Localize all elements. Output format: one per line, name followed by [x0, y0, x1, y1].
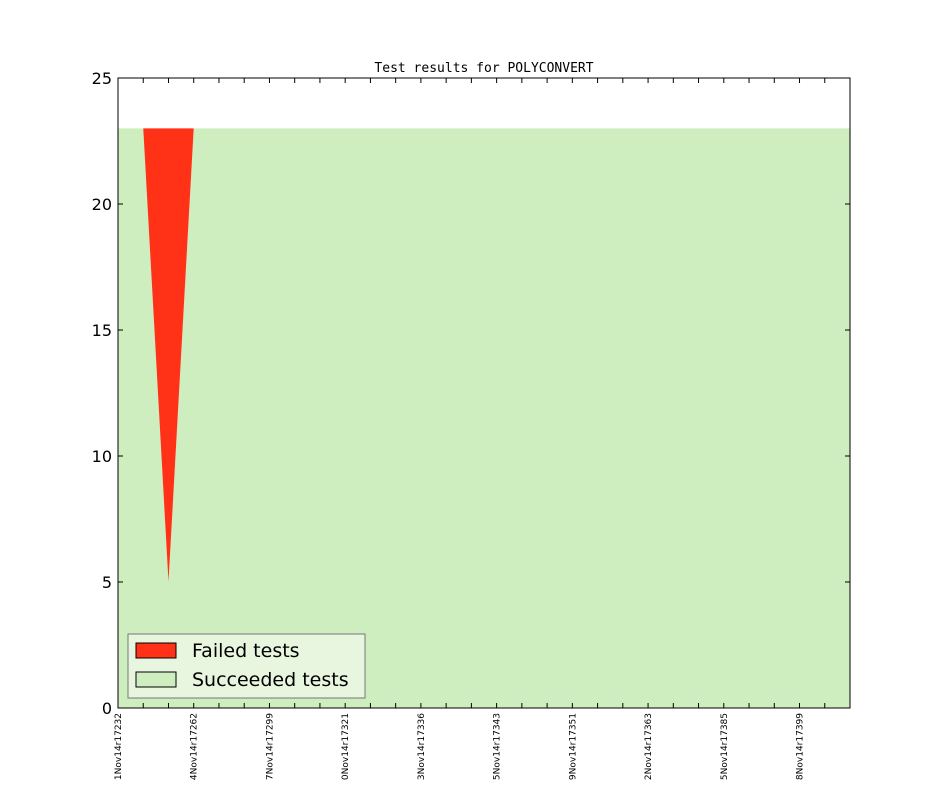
legend-label: Succeeded tests: [192, 669, 349, 691]
chart-title: Test results for POLYCONVERT: [374, 61, 593, 76]
x-tick-label: 1Nov14r17232: [114, 713, 124, 780]
x-tick-label: 0Nov14r17321: [341, 713, 351, 780]
x-tick-label: 2Nov14r17363: [644, 713, 654, 780]
x-tick-label: 8Nov14r17399: [796, 713, 806, 780]
y-tick-label: 15: [92, 321, 112, 340]
x-tick-label: 4Nov14r17262: [190, 713, 200, 780]
x-tick-label: 9Nov14r17351: [568, 713, 578, 780]
area: [118, 128, 850, 708]
x-tick-label: 5Nov14r17385: [720, 713, 730, 780]
area: [118, 128, 850, 582]
legend-swatch: [135, 642, 177, 659]
x-tick-label: 7Nov14r17299: [265, 713, 275, 780]
legend-label: Failed tests: [192, 640, 300, 662]
y-tick-label: 0: [102, 699, 112, 718]
y-tick-label: 25: [92, 69, 112, 88]
x-tick-label: 3Nov14r17336: [417, 713, 427, 780]
x-tick-label: 5Nov14r17343: [493, 713, 503, 780]
y-tick-label: 5: [102, 573, 112, 592]
legend-swatch: [135, 671, 177, 688]
y-tick-label: 10: [92, 447, 112, 466]
y-tick-label: 20: [92, 195, 112, 214]
plot-frame: [117, 77, 851, 709]
